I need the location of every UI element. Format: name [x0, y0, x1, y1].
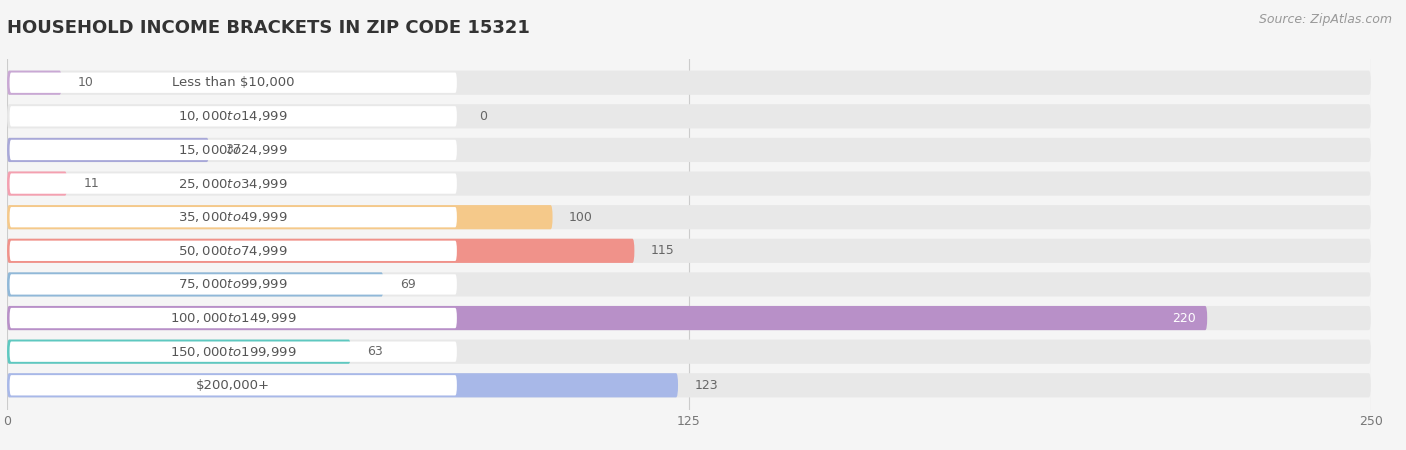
FancyBboxPatch shape — [7, 272, 384, 297]
Text: 220: 220 — [1173, 311, 1197, 324]
FancyBboxPatch shape — [7, 71, 62, 95]
FancyBboxPatch shape — [10, 140, 457, 160]
FancyBboxPatch shape — [10, 308, 457, 328]
FancyBboxPatch shape — [7, 171, 1371, 196]
FancyBboxPatch shape — [7, 340, 350, 364]
Text: $100,000 to $149,999: $100,000 to $149,999 — [170, 311, 297, 325]
Text: 0: 0 — [478, 110, 486, 123]
FancyBboxPatch shape — [7, 373, 1371, 397]
FancyBboxPatch shape — [7, 205, 1371, 230]
Text: $50,000 to $74,999: $50,000 to $74,999 — [179, 244, 288, 258]
FancyBboxPatch shape — [7, 272, 1371, 297]
Text: 10: 10 — [77, 76, 94, 89]
FancyBboxPatch shape — [10, 72, 457, 93]
FancyBboxPatch shape — [10, 342, 457, 362]
Text: Less than $10,000: Less than $10,000 — [172, 76, 294, 89]
FancyBboxPatch shape — [7, 138, 209, 162]
FancyBboxPatch shape — [7, 306, 1371, 330]
FancyBboxPatch shape — [10, 375, 457, 396]
Text: 115: 115 — [651, 244, 675, 257]
Text: HOUSEHOLD INCOME BRACKETS IN ZIP CODE 15321: HOUSEHOLD INCOME BRACKETS IN ZIP CODE 15… — [7, 19, 530, 37]
FancyBboxPatch shape — [7, 238, 1371, 263]
Text: 123: 123 — [695, 379, 718, 392]
FancyBboxPatch shape — [7, 71, 1371, 95]
Text: 63: 63 — [367, 345, 382, 358]
Text: $150,000 to $199,999: $150,000 to $199,999 — [170, 345, 297, 359]
FancyBboxPatch shape — [10, 207, 457, 227]
Text: 100: 100 — [569, 211, 593, 224]
FancyBboxPatch shape — [7, 340, 1371, 364]
FancyBboxPatch shape — [7, 171, 67, 196]
Text: $10,000 to $14,999: $10,000 to $14,999 — [179, 109, 288, 123]
Text: $25,000 to $34,999: $25,000 to $34,999 — [179, 176, 288, 190]
Text: $75,000 to $99,999: $75,000 to $99,999 — [179, 278, 288, 292]
Text: $15,000 to $24,999: $15,000 to $24,999 — [179, 143, 288, 157]
Text: 69: 69 — [399, 278, 416, 291]
FancyBboxPatch shape — [7, 138, 1371, 162]
FancyBboxPatch shape — [7, 373, 678, 397]
Text: 11: 11 — [83, 177, 100, 190]
FancyBboxPatch shape — [10, 241, 457, 261]
FancyBboxPatch shape — [7, 306, 1208, 330]
FancyBboxPatch shape — [7, 238, 634, 263]
Text: 37: 37 — [225, 144, 240, 157]
FancyBboxPatch shape — [10, 106, 457, 126]
Text: $200,000+: $200,000+ — [197, 379, 270, 392]
Text: Source: ZipAtlas.com: Source: ZipAtlas.com — [1258, 14, 1392, 27]
FancyBboxPatch shape — [10, 274, 457, 295]
FancyBboxPatch shape — [7, 104, 1371, 128]
FancyBboxPatch shape — [10, 173, 457, 194]
Text: $35,000 to $49,999: $35,000 to $49,999 — [179, 210, 288, 224]
FancyBboxPatch shape — [7, 205, 553, 230]
